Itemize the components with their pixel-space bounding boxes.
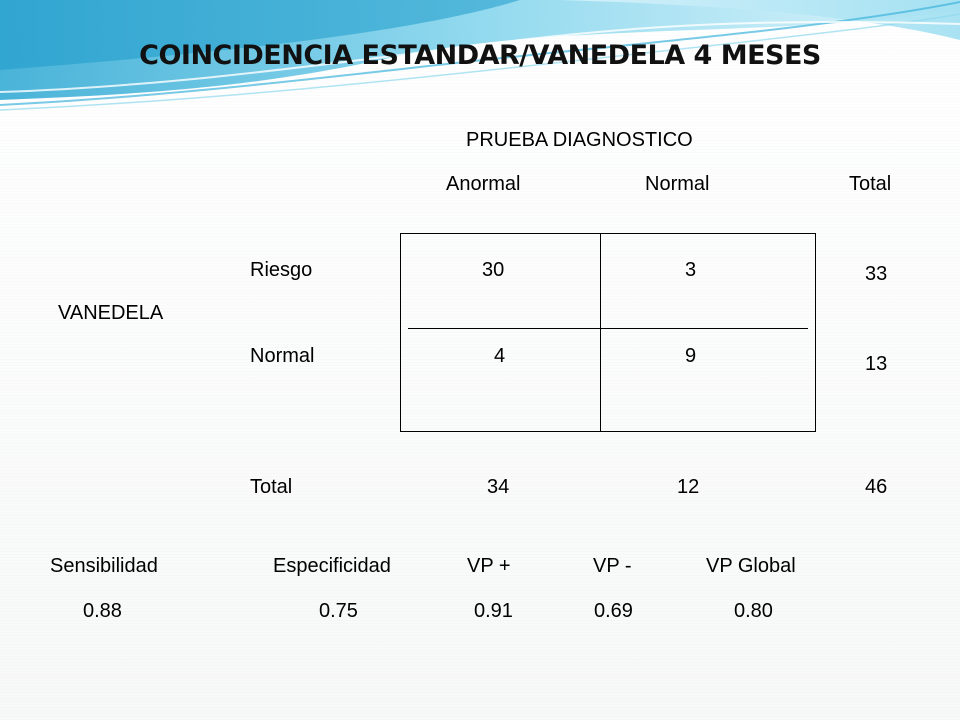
cell-normal-normal: 9 <box>685 345 697 367</box>
metric-value-vp-negativo: 0.69 <box>594 600 633 622</box>
cell-normal-anormal: 4 <box>494 345 506 367</box>
slide-title: COINCIDENCIA ESTANDAR/VANEDELA 4 MESES <box>139 40 821 71</box>
grand-total: 46 <box>865 476 888 498</box>
metric-value-vp-global: 0.80 <box>734 600 773 622</box>
cell-normal-total: 13 <box>865 353 888 375</box>
table-vertical-divider <box>600 233 601 432</box>
row-label-normal: Normal <box>250 345 315 367</box>
metric-value-vp-positivo: 0.91 <box>474 600 513 622</box>
metric-label-sensibilidad: Sensibilidad <box>50 555 158 577</box>
total-anormal: 34 <box>487 476 510 498</box>
cell-riesgo-anormal: 30 <box>482 259 505 281</box>
metric-label-vp-global: VP Global <box>706 555 796 577</box>
metric-value-especificidad: 0.75 <box>319 600 358 622</box>
metric-value-sensibilidad: 0.88 <box>83 600 122 622</box>
row-label-riesgo: Riesgo <box>250 259 313 281</box>
metric-label-vp-positivo: VP + <box>467 555 511 577</box>
contingency-table-box <box>400 233 816 432</box>
row-label-total: Total <box>250 476 293 498</box>
group-header-prueba: PRUEBA DIAGNOSTICO <box>466 129 693 151</box>
col-header-total: Total <box>849 173 892 195</box>
total-normal: 12 <box>677 476 700 498</box>
metric-label-especificidad: Especificidad <box>273 555 391 577</box>
col-header-normal: Normal <box>645 173 710 195</box>
cell-riesgo-total: 33 <box>865 263 888 285</box>
row-group-label-vanedela: VANEDELA <box>58 302 164 324</box>
table-horizontal-divider <box>408 328 808 329</box>
cell-riesgo-normal: 3 <box>685 259 697 281</box>
header-wave-decoration <box>0 0 960 111</box>
col-header-anormal: Anormal <box>446 173 521 195</box>
metric-label-vp-negativo: VP - <box>593 555 632 577</box>
